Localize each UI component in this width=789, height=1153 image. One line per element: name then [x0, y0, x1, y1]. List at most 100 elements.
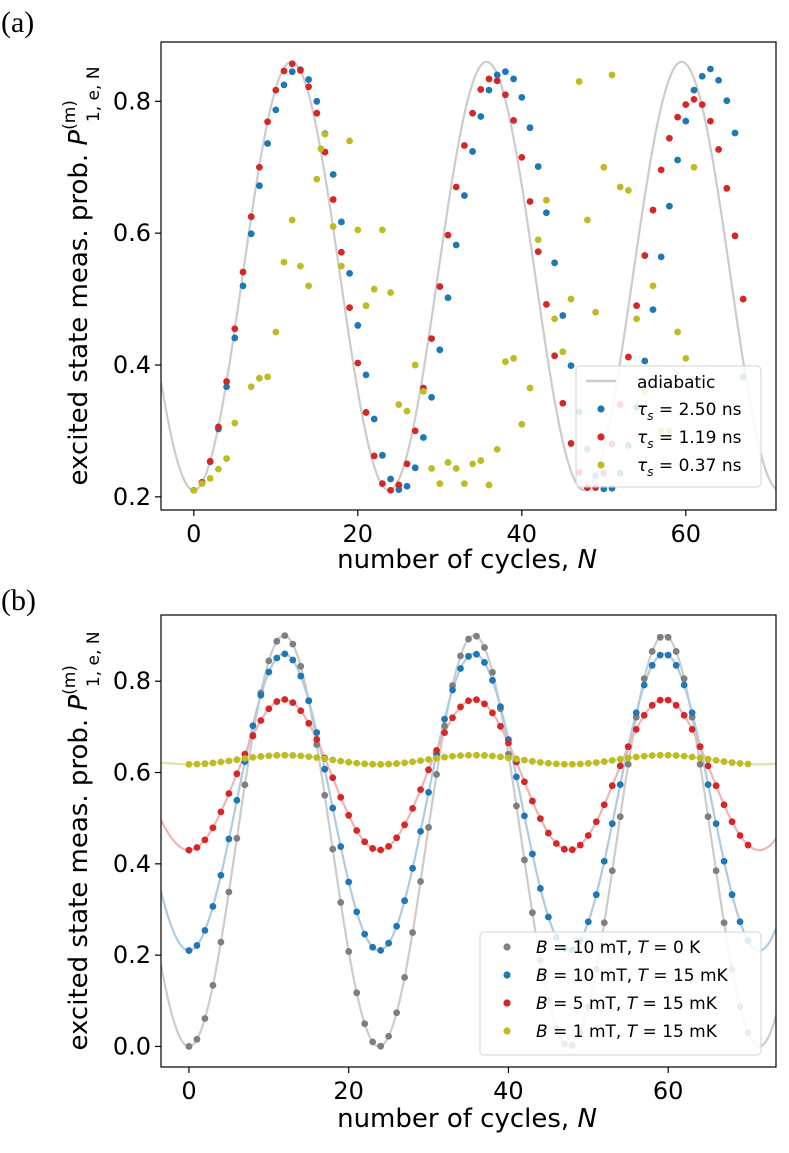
- point-b-5-mt-t-15-mk: [417, 786, 424, 794]
- point-tau-s-0-37-ns: [362, 302, 370, 310]
- point-b-10-mt-t-15-mk: [217, 871, 225, 879]
- point-tau-s-1-19-ns: [526, 198, 534, 205]
- point-b-5-mt-t-15-mk: [744, 841, 752, 849]
- point-b-1-mt-t-15-mk: [592, 759, 600, 766]
- point-b-10-mt-t-15-mk: [233, 796, 241, 804]
- point-b-5-mt-t-15-mk: [624, 743, 632, 751]
- point-b-5-mt-t-15-mk: [481, 700, 488, 708]
- point-tau-s-1-19-ns: [502, 91, 509, 99]
- point-tau-s-0-37-ns: [206, 474, 214, 482]
- point-b-10-mt-t-15-mk: [209, 903, 217, 910]
- point-b-5-mt-t-15-mk: [185, 846, 193, 854]
- point-b-1-mt-t-15-mk: [608, 756, 616, 764]
- point-b-1-mt-t-15-mk: [664, 751, 672, 759]
- point-b-10-mt-t-15-mk: [329, 804, 337, 812]
- point-b-5-mt-t-15-mk: [616, 762, 624, 770]
- point-b-1-mt-t-15-mk: [377, 760, 385, 768]
- point-tau-s-0-37-ns: [420, 387, 427, 395]
- point-b-1-mt-t-15-mk: [409, 758, 416, 766]
- point-b-10-mt-t-15-mk: [265, 668, 273, 676]
- point-b-5-mt-t-15-mk: [576, 841, 584, 849]
- legend-adiabatic-label: adiabatic: [637, 373, 715, 393]
- point-b-5-mt-t-15-mk: [201, 836, 209, 844]
- panel-a-axes-frame: [160, 41, 777, 511]
- point-b-10-mt-t-0-k: [329, 845, 337, 853]
- point-b-10-mt-t-15-mk: [521, 812, 528, 820]
- point-tau-s-1-19-ns: [649, 206, 657, 214]
- point-b-1-mt-t-15-mk: [632, 753, 640, 761]
- panel-b-xtick-label: 0: [181, 1077, 196, 1105]
- point-tau-s-1-19-ns: [731, 232, 739, 240]
- point-b-10-mt-t-0-k: [401, 973, 409, 981]
- point-b-10-mt-t-0-k: [489, 668, 496, 676]
- point-tau-s-0-37-ns: [403, 407, 411, 415]
- point-b-10-mt-t-0-k: [600, 919, 608, 927]
- point-b-10-mt-t-0-k: [465, 635, 472, 643]
- point-b-10-mt-t-0-k: [377, 1042, 385, 1050]
- point-tau-s-1-19-ns: [698, 101, 706, 109]
- point-b-5-mt-t-15-mk: [217, 808, 225, 816]
- point-tau-s-2-50-ns: [502, 68, 509, 76]
- panel-b-ytick-label: 0.8: [113, 667, 151, 695]
- point-b-1-mt-t-15-mk: [313, 754, 321, 761]
- point-tau-s-2-50-ns: [264, 140, 271, 147]
- point-b-5-mt-t-15-mk: [281, 696, 289, 703]
- point-tau-s-1-19-ns: [428, 335, 435, 343]
- point-b-10-mt-t-15-mk: [201, 926, 209, 934]
- point-b-10-mt-t-15-mk: [688, 709, 696, 717]
- point-b-5-mt-t-15-mk: [521, 778, 528, 786]
- panel-b-ytick-label: 0.0: [113, 1032, 151, 1060]
- point-tau-s-0-37-ns: [567, 295, 575, 303]
- point-tau-s-2-50-ns: [379, 451, 386, 459]
- point-tau-s-2-50-ns: [452, 241, 460, 249]
- point-tau-s-2-50-ns: [362, 371, 370, 379]
- point-tau-s-1-19-ns: [272, 86, 280, 94]
- point-b-10-mt-t-15-mk: [249, 722, 257, 730]
- point-tau-s-1-19-ns: [559, 399, 567, 407]
- point-tau-s-0-37-ns: [452, 465, 460, 472]
- point-b-10-mt-t-0-k: [193, 1035, 201, 1043]
- point-tau-s-1-19-ns: [206, 457, 214, 465]
- point-tau-s-2-50-ns: [559, 312, 567, 319]
- point-b-1-mt-t-15-mk: [497, 753, 504, 761]
- point-tau-s-1-19-ns: [657, 166, 665, 174]
- point-tau-s-2-50-ns: [403, 482, 411, 490]
- point-tau-s-2-50-ns: [641, 357, 649, 365]
- point-tau-s-0-37-ns: [510, 354, 517, 362]
- point-b-10-mt-t-15-mk: [672, 661, 680, 669]
- point-b-10-mt-t-15-mk: [584, 918, 592, 926]
- point-b-5-mt-t-15-mk: [449, 714, 456, 722]
- point-b-10-mt-t-0-k: [672, 648, 680, 655]
- point-b-5-mt-t-15-mk: [528, 797, 536, 805]
- panel-a-ylabel: excited state meas. prob. P(m) 1, e, N: [60, 66, 104, 485]
- panel-a-ytick-label: 0.2: [113, 483, 151, 511]
- point-tau-s-1-19-ns: [625, 353, 632, 361]
- point-tau-s-0-37-ns: [215, 465, 222, 473]
- point-tau-s-1-19-ns: [411, 427, 419, 435]
- point-tau-s-1-19-ns: [518, 153, 526, 161]
- point-b-1-mt-t-15-mk: [297, 752, 305, 760]
- point-b-5-mt-t-15-mk: [385, 842, 393, 850]
- point-b-10-mt-t-15-mk: [377, 946, 385, 954]
- point-tau-s-0-37-ns: [592, 308, 599, 316]
- point-tau-s-2-50-ns: [518, 93, 526, 101]
- point-b-10-mt-t-0-k: [185, 1043, 193, 1050]
- point-b-1-mt-t-15-mk: [560, 760, 568, 768]
- point-b-5-mt-t-15-mk: [305, 719, 313, 727]
- point-b-10-mt-t-15-mk: [489, 676, 496, 684]
- point-tau-s-2-50-ns: [354, 322, 362, 329]
- point-tau-s-1-19-ns: [715, 146, 722, 153]
- point-b-1-mt-t-15-mk: [584, 760, 592, 767]
- point-b-10-mt-t-15-mk: [664, 651, 672, 659]
- point-tau-s-2-50-ns: [370, 415, 378, 423]
- point-b-10-mt-t-15-mk: [337, 843, 345, 850]
- point-b-5-mt-t-15-mk: [313, 736, 321, 743]
- point-b-1-mt-t-15-mk: [257, 753, 265, 760]
- point-b-10-mt-t-15-mk: [313, 729, 321, 736]
- point-b-5-mt-t-15-mk: [473, 696, 480, 704]
- point-b-10-mt-t-15-mk: [736, 918, 744, 926]
- point-tau-s-1-19-ns: [461, 142, 468, 149]
- panel-b-xtick-label: 40: [493, 1077, 524, 1105]
- point-b-10-mt-t-15-mk: [728, 891, 736, 899]
